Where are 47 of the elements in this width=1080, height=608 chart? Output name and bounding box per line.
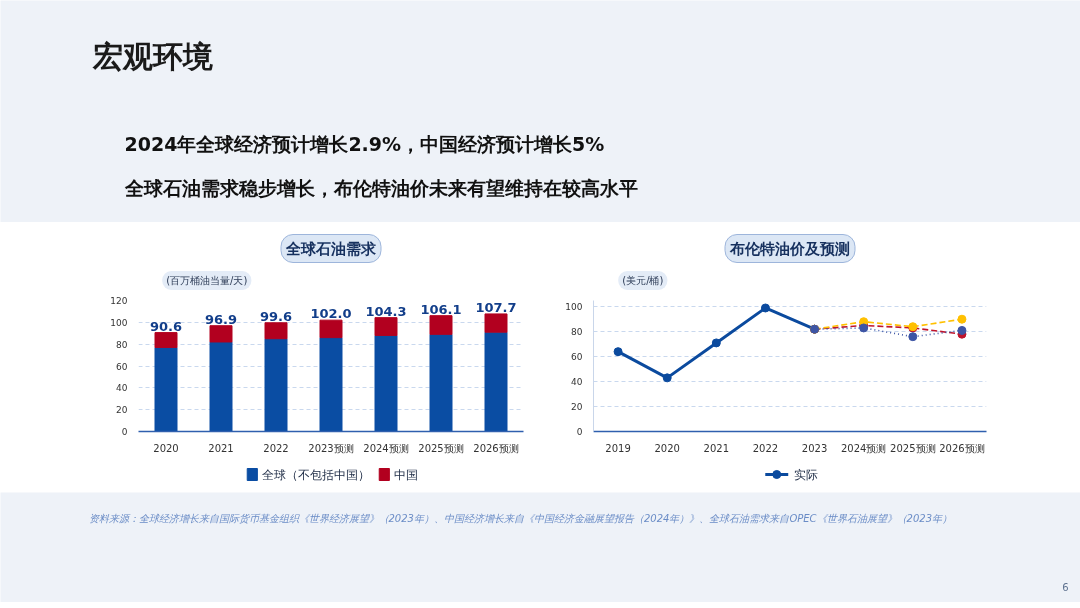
text: 6 bbox=[1062, 581, 1069, 593]
x-tick-label: 2020 bbox=[153, 442, 179, 454]
chart-title: 布伦特油价及预测 bbox=[729, 239, 850, 258]
y-tick-label: 60 bbox=[571, 352, 583, 363]
y-tick-label: 40 bbox=[116, 383, 128, 394]
y-axis-title: (美元/桶) bbox=[622, 275, 664, 286]
x-tick-label: 2025预测 bbox=[418, 442, 464, 454]
total-label: 96.9 bbox=[204, 311, 238, 327]
y-tick-label: 60 bbox=[116, 361, 128, 372]
x-tick-label: 2025预测 bbox=[890, 442, 936, 454]
y-tick-label: 0 bbox=[121, 427, 128, 437]
text: 2024年全球经济预计增长2.9%，中国经济预计增长5% bbox=[124, 132, 605, 155]
x-tick-label: 2024预测 bbox=[363, 442, 409, 454]
total-label: 107.7 bbox=[475, 299, 517, 315]
y-tick-label: 100 bbox=[110, 317, 128, 328]
total-label: 104.3 bbox=[365, 303, 407, 319]
y-tick-label: 0 bbox=[576, 427, 583, 437]
x-tick-label: 2019 bbox=[605, 442, 631, 454]
total-label: 99.6 bbox=[259, 308, 293, 324]
x-tick-label: 2021 bbox=[208, 442, 234, 454]
y-tick-label: 20 bbox=[571, 402, 583, 413]
legend-label: 全球（不包括中国） bbox=[262, 467, 371, 482]
x-tick-label: 2023预测 bbox=[308, 442, 354, 454]
text: 全球石油需求稳步增长，布伦特油价未来有望维持在较高水平 bbox=[123, 176, 638, 199]
x-tick-label: 2026预测 bbox=[473, 442, 519, 454]
y-tick-label: 120 bbox=[110, 296, 128, 306]
legend-label: 实际 bbox=[793, 467, 818, 482]
x-tick-label: 2021 bbox=[703, 442, 730, 454]
x-tick-label: 2024预测 bbox=[840, 442, 887, 454]
y-tick-label: 80 bbox=[116, 339, 128, 350]
y-tick-label: 80 bbox=[571, 327, 583, 338]
text: 宏观环境 bbox=[91, 39, 213, 74]
x-tick-label: 2020 bbox=[654, 442, 680, 454]
text: 资料来源：全球经济增长来自国际货币基金组织《世界经济展望》（2023年）、中国经济增长来自《中国经济金融展望报告（2024年）》、全球石油需求来自OPEC《世界石油展望》（2023年） bbox=[88, 513, 953, 524]
x-tick-label: 2022 bbox=[263, 442, 289, 454]
y-tick-label: 20 bbox=[116, 405, 128, 416]
y-tick-label: 100 bbox=[565, 302, 583, 313]
x-tick-label: 2026预测 bbox=[939, 442, 985, 454]
total-label: 90.6 bbox=[149, 318, 183, 334]
x-tick-label: 2022 bbox=[752, 442, 779, 454]
total-label: 106.1 bbox=[420, 301, 462, 317]
y-tick-label: 40 bbox=[571, 377, 583, 388]
chart-title: 全球石油需求 bbox=[285, 239, 377, 258]
x-tick-label: 2023 bbox=[801, 442, 828, 454]
total-label: 102.0 bbox=[310, 306, 352, 322]
legend-label: 中国 bbox=[394, 467, 419, 482]
y-axis-title: (百万桶油当量/天) bbox=[166, 275, 248, 286]
